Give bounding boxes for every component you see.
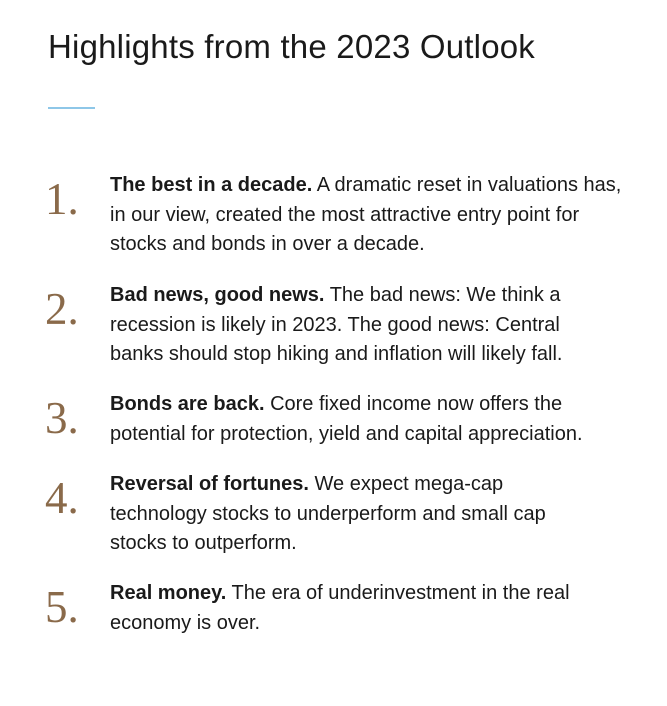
item-heading: Real money. [110,582,227,604]
item-number: 3. [45,393,79,443]
item-text: Reversal of fortunes. We expect mega-cap… [110,470,550,559]
item-body: We expect mega-cap technology stocks to … [110,473,546,554]
item-heading: Bad news, good news. [110,284,325,306]
item-body: The bad news: We think a recession is li… [110,284,563,365]
item-text: Bad news, good news. The bad news: We th… [110,281,615,370]
item-body: The era of underinvestment in the real e… [110,582,570,634]
item-number: 2. [45,284,79,334]
item-text: Bonds are back. Core fixed income now of… [110,390,640,449]
page-title: Highlights from the 2023 Outlook [48,28,535,65]
item-text: Real money. The era of underinvestment i… [110,579,610,638]
item-number: 4. [45,473,79,523]
title-underline [48,107,95,109]
item-body: A dramatic reset in valuations has, in o… [110,174,622,255]
item-heading: Bonds are back. [110,393,265,415]
item-text: The best in a decade. A dramatic reset i… [110,171,640,260]
item-number: 5. [45,582,79,632]
item-heading: Reversal of fortunes. [110,473,309,495]
item-body: Core fixed income now offers the potenti… [110,393,583,445]
item-heading: The best in a decade. [110,174,313,196]
item-number: 1. [45,174,79,224]
